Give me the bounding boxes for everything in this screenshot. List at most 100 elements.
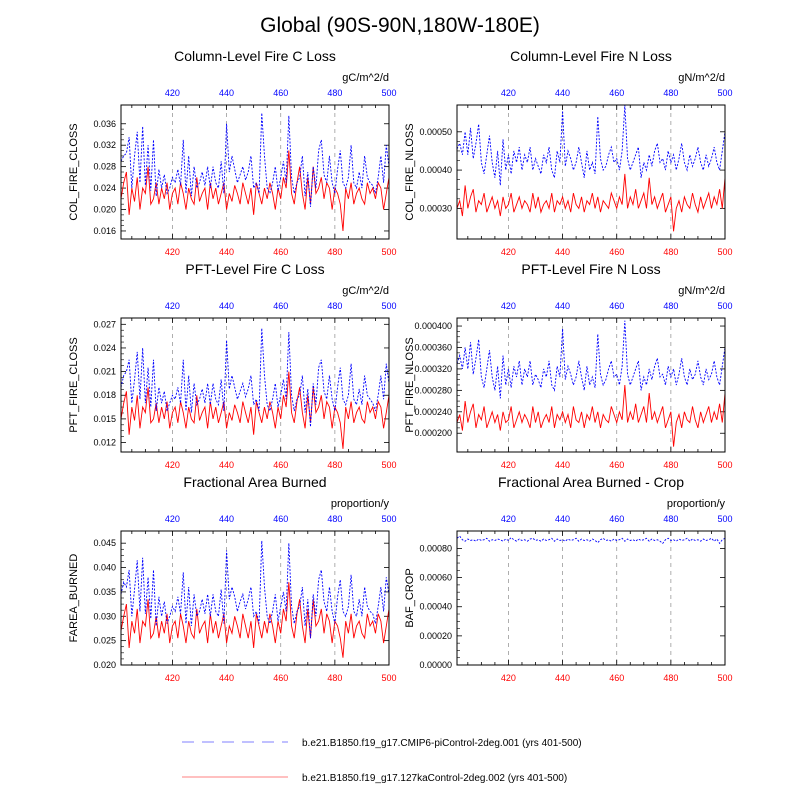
panels: Column-Level Fire C Loss gC/m^2/d COL_FIRE… — [68, 48, 733, 683]
x-tick-label-bottom: 440 — [219, 673, 234, 683]
y-tick-label: 0.000320 — [414, 364, 452, 374]
panel-5: Fractional Area Burned proportion/y FAREA_… — [68, 474, 397, 683]
x-tick-label-bottom: 420 — [501, 460, 516, 470]
series-line-cmip6 — [121, 113, 389, 207]
y-axis-label: FAREA_BURNED — [68, 554, 80, 643]
y-tick-label: 0.020 — [93, 205, 116, 215]
panel-units: gC/m^2/d — [342, 72, 389, 84]
x-tick-label-top: 440 — [555, 88, 570, 98]
series-line-127ka — [457, 384, 725, 447]
x-tick-label-top: 420 — [501, 301, 516, 311]
x-tick-label-bottom: 460 — [609, 673, 624, 683]
x-tick-label-top: 460 — [273, 301, 288, 311]
y-tick-label: 0.000200 — [414, 428, 452, 438]
x-tick-label-bottom: 480 — [663, 460, 678, 470]
x-tick-label-top: 500 — [381, 514, 396, 524]
y-tick-label: 0.045 — [93, 538, 116, 548]
x-tick-label-bottom: 420 — [165, 460, 180, 470]
panel-units: gC/m^2/d — [342, 285, 389, 297]
y-tick-label: 0.00040 — [419, 602, 452, 612]
y-tick-label: 0.00020 — [419, 631, 452, 641]
y-tick-label: 0.00000 — [419, 660, 452, 670]
y-tick-label: 0.018 — [93, 390, 116, 400]
panel-1: Column-Level Fire C Loss gC/m^2/d COL_FIRE… — [68, 48, 397, 257]
x-tick-label-top: 440 — [219, 301, 234, 311]
x-tick-label-bottom: 480 — [663, 247, 678, 257]
y-tick-label: 0.032 — [93, 140, 116, 150]
series-line-cmip6 — [121, 540, 389, 639]
series-line-cmip6 — [457, 320, 725, 399]
plot-frame — [456, 530, 726, 666]
x-tick-label-top: 460 — [609, 514, 624, 524]
x-tick-label-bottom: 420 — [165, 673, 180, 683]
y-axis-label: PFT_FIRE_NLOSS — [404, 337, 416, 432]
y-tick-label: 0.028 — [93, 162, 116, 172]
y-tick-label: 0.00050 — [419, 127, 452, 137]
x-tick-label-top: 440 — [219, 88, 234, 98]
x-tick-label-bottom: 460 — [609, 460, 624, 470]
x-tick-label-top: 420 — [165, 301, 180, 311]
panel-units: proportion/y — [667, 498, 726, 510]
y-tick-label: 0.027 — [93, 319, 116, 329]
y-axis-label: BAF_CROP — [404, 568, 416, 627]
x-tick-label-bottom: 480 — [663, 673, 678, 683]
x-tick-label-bottom: 460 — [273, 460, 288, 470]
x-tick-label-bottom: 440 — [219, 460, 234, 470]
legend-label-cmip6: b.e21.B1850.f19_g17.CMIP6-piControl-2deg… — [302, 738, 582, 749]
series-line-cmip6 — [121, 328, 389, 427]
plot-frame — [456, 317, 726, 453]
panel-title: PFT-Level Fire C Loss — [185, 261, 324, 277]
x-tick-label-top: 420 — [165, 514, 180, 524]
x-tick-label-bottom: 440 — [555, 460, 570, 470]
y-tick-label: 0.000400 — [414, 321, 452, 331]
series-line-127ka — [457, 173, 725, 232]
x-tick-label-top: 500 — [381, 301, 396, 311]
x-tick-label-bottom: 500 — [381, 247, 396, 257]
plot-frame — [456, 104, 726, 240]
series-line-127ka — [121, 582, 389, 658]
x-tick-label-bottom: 480 — [327, 673, 342, 683]
panel-4: PFT-Level Fire N Loss gN/m^2/d PFT_FIRE_NL… — [404, 261, 733, 470]
y-tick-label: 0.00080 — [419, 543, 452, 553]
x-tick-label-bottom: 440 — [219, 247, 234, 257]
panel-title: Column-Level Fire N Loss — [510, 48, 672, 64]
y-axis-label: COL_FIRE_CLOSS — [68, 123, 80, 220]
x-tick-label-bottom: 440 — [555, 673, 570, 683]
x-tick-label-top: 480 — [663, 514, 678, 524]
y-tick-label: 0.015 — [93, 414, 116, 424]
x-tick-label-top: 500 — [381, 88, 396, 98]
x-tick-label-bottom: 460 — [273, 247, 288, 257]
x-tick-label-top: 420 — [165, 88, 180, 98]
panel-units: gN/m^2/d — [678, 72, 725, 84]
x-tick-label-top: 440 — [219, 514, 234, 524]
panel-title: Column-Level Fire C Loss — [174, 48, 336, 64]
legend-label-127ka: b.e21.B1850.f19_g17.127kaControl-2deg.00… — [302, 773, 567, 784]
panel-units: proportion/y — [331, 498, 390, 510]
y-axis-label: PFT_FIRE_CLOSS — [68, 337, 80, 432]
y-axis-label: COL_FIRE_NLOSS — [404, 123, 416, 220]
x-tick-label-top: 460 — [273, 514, 288, 524]
series-line-127ka — [121, 150, 389, 232]
series-line-cmip6 — [457, 535, 725, 545]
y-tick-label: 0.012 — [93, 438, 116, 448]
x-tick-label-top: 500 — [717, 301, 732, 311]
x-tick-label-bottom: 500 — [717, 673, 732, 683]
x-tick-label-top: 480 — [327, 301, 342, 311]
panel-title: Fractional Area Burned — [183, 474, 326, 490]
y-tick-label: 0.024 — [93, 343, 116, 353]
x-tick-label-top: 460 — [273, 88, 288, 98]
x-tick-label-bottom: 480 — [327, 460, 342, 470]
x-tick-label-top: 500 — [717, 88, 732, 98]
x-tick-label-bottom: 480 — [327, 247, 342, 257]
y-tick-label: 0.000280 — [414, 385, 452, 395]
panel-title: Fractional Area Burned - Crop — [498, 474, 684, 490]
x-tick-label-bottom: 460 — [273, 673, 288, 683]
x-tick-label-bottom: 500 — [717, 247, 732, 257]
y-tick-label: 0.00060 — [419, 573, 452, 583]
x-tick-label-top: 500 — [717, 514, 732, 524]
y-tick-label: 0.035 — [93, 587, 116, 597]
panel-units: gN/m^2/d — [678, 285, 725, 297]
x-tick-label-top: 440 — [555, 301, 570, 311]
